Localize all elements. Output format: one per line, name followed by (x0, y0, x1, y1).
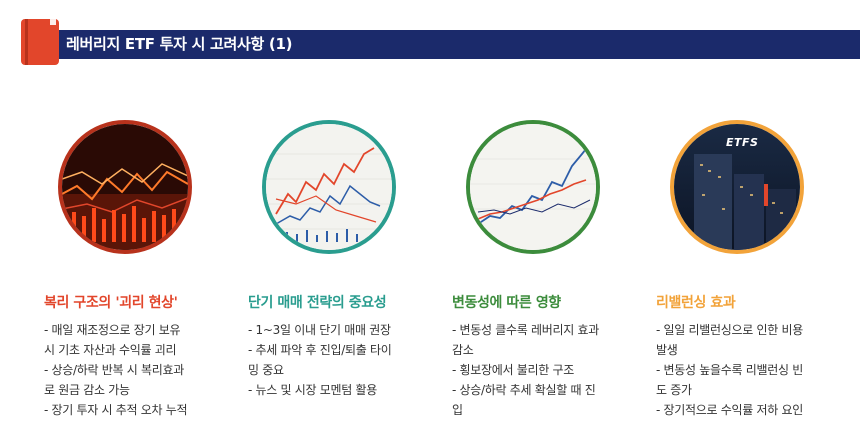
text-line: 입 (452, 403, 463, 417)
text-line: - 횡보장에서 불리한 구조 (452, 363, 574, 377)
text-line: 로 원금 감소 가능 (44, 383, 130, 397)
line-chart-image (262, 120, 396, 254)
column-text: - 1~3일 이내 단기 매매 권장 - 추세 파악 후 진입/퇴출 타이 밍 … (248, 320, 438, 400)
text-line: 밍 중요 (248, 363, 284, 377)
text-line: - 뉴스 및 시장 모멘텀 활용 (248, 383, 378, 397)
etfs-logo: ETFS (726, 136, 759, 149)
text-line: - 상승/하락 반복 시 복리효과 (44, 363, 184, 377)
volatility-chart-image (466, 120, 600, 254)
text-line: - 일일 리밸런싱으로 인한 비용 (656, 323, 803, 337)
text-line: 시 기초 자산과 수익률 괴리 (44, 343, 177, 357)
red-candlestick-chart-image (58, 120, 192, 254)
text-line: - 추세 파악 후 진입/퇴출 타이 (248, 343, 392, 357)
text-line: 감소 (452, 343, 474, 357)
header-bar (24, 30, 860, 59)
text-line: - 변동성 클수록 레버리지 효과 (452, 323, 599, 337)
text-line: - 장기 투자 시 추적 오차 누적 (44, 403, 188, 417)
column-title: 단기 매매 전략의 중요성 (248, 295, 387, 311)
text-line: - 매일 재조정으로 장기 보유 (44, 323, 181, 337)
text-line: - 1~3일 이내 단기 매매 권장 (248, 323, 391, 337)
column-title: 변동성에 따른 영향 (452, 295, 561, 311)
text-line: 도 증가 (656, 383, 692, 397)
text-line: - 장기적으로 수익률 저하 요인 (656, 403, 803, 417)
text-line: 발생 (656, 343, 678, 357)
book-icon (21, 19, 59, 65)
column-text: - 매일 재조정으로 장기 보유 시 기초 자산과 수익률 괴리 - 상승/하락… (44, 320, 234, 420)
column-text: - 변동성 클수록 레버리지 효과 감소 - 횡보장에서 불리한 구조 - 상승… (452, 320, 642, 420)
column-text: - 일일 리밸런싱으로 인한 비용 발생 - 변동성 높을수록 리밸런싱 빈 도… (656, 320, 846, 420)
column-title: 복리 구조의 '괴리 현상' (44, 295, 178, 311)
column-title: 리밸런싱 효과 (656, 295, 736, 311)
text-line: - 상승/하락 추세 확실할 때 진 (452, 383, 596, 397)
text-line: - 변동성 높을수록 리밸런싱 빈 (656, 363, 803, 377)
page-title: 레버리지 ETF 투자 시 고려사항 (1) (66, 35, 293, 53)
etfs-building-image: ETFS (670, 120, 804, 254)
